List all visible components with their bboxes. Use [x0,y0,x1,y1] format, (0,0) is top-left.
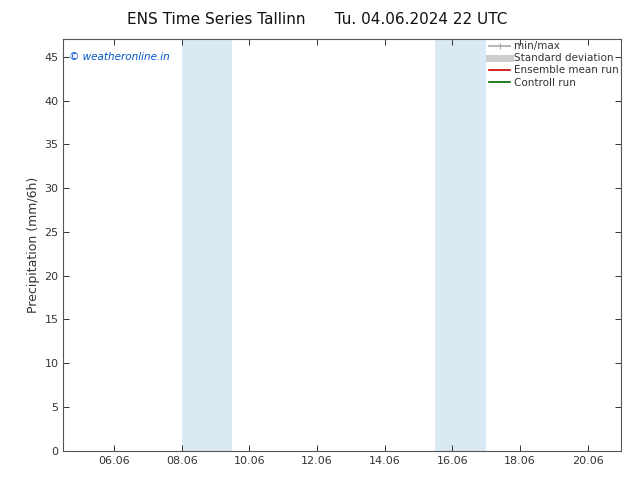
Y-axis label: Precipitation (mm/6h): Precipitation (mm/6h) [27,177,40,313]
Legend: min/max, Standard deviation, Ensemble mean run, Controll run: min/max, Standard deviation, Ensemble me… [489,41,619,88]
Bar [182,39,233,451]
Bar [436,39,486,451]
Text: ENS Time Series Tallinn      Tu. 04.06.2024 22 UTC: ENS Time Series Tallinn Tu. 04.06.2024 2… [127,12,507,27]
Text: © weatheronline.in: © weatheronline.in [69,51,170,62]
